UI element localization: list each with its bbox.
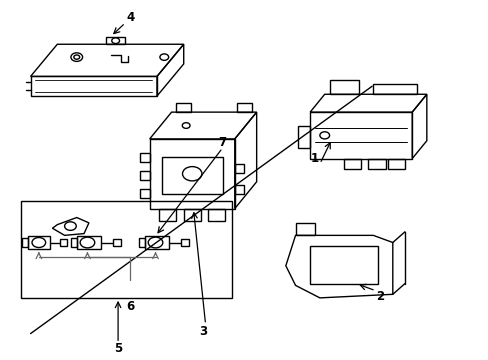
Text: 6: 6 [126, 300, 134, 313]
Text: 3: 3 [199, 325, 207, 338]
Text: 1: 1 [310, 152, 318, 165]
Text: 7: 7 [218, 136, 226, 149]
Text: 4: 4 [126, 11, 134, 24]
Text: 2: 2 [376, 289, 384, 303]
Text: 5: 5 [114, 342, 122, 355]
